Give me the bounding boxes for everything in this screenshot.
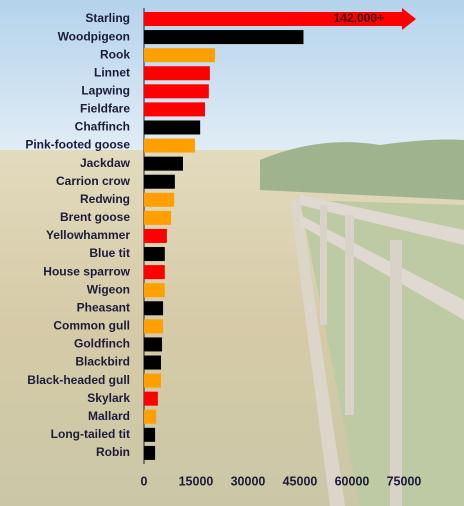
bar	[144, 84, 209, 99]
category-label: Blackbird	[75, 355, 130, 369]
category-label: Robin	[96, 445, 130, 459]
bar	[144, 66, 210, 81]
category-label: Goldfinch	[74, 337, 130, 351]
bar	[144, 192, 175, 207]
bar	[144, 102, 206, 117]
x-tick-label: 15000	[179, 474, 214, 488]
bar	[144, 12, 402, 26]
category-label: Yellowhammer	[46, 228, 130, 242]
bar	[144, 409, 157, 424]
x-tick-label: 75000	[387, 474, 422, 488]
bar	[144, 138, 195, 153]
bar	[144, 373, 161, 388]
bar	[144, 427, 156, 442]
category-label: Woodpigeon	[58, 29, 130, 43]
bar	[144, 283, 165, 298]
bar	[144, 30, 304, 45]
category-label: Redwing	[80, 192, 130, 206]
category-label: Black-headed gull	[27, 373, 130, 387]
bar	[144, 120, 201, 135]
category-label: Fieldfare	[80, 102, 130, 116]
category-label: Blue tit	[89, 246, 130, 260]
bar	[144, 156, 183, 171]
bar	[144, 265, 165, 280]
category-label: Pink-footed goose	[25, 138, 130, 152]
category-label: Mallard	[88, 409, 130, 423]
bar	[144, 247, 165, 262]
category-label: Linnet	[94, 65, 130, 79]
category-label: Jackdaw	[80, 156, 131, 170]
bar	[144, 228, 167, 243]
overflow-arrowhead	[402, 8, 416, 30]
x-tick-label: 0	[141, 474, 148, 488]
category-label: Rook	[100, 47, 130, 61]
category-label: Skylark	[87, 391, 130, 405]
bar	[144, 210, 172, 225]
category-label: Pheasant	[77, 300, 130, 314]
bar	[144, 174, 175, 189]
category-label: Common gull	[53, 319, 130, 333]
x-tick-label: 45000	[283, 474, 318, 488]
category-label: Lapwing	[81, 83, 130, 97]
bar	[144, 337, 163, 352]
x-tick-label: 60000	[335, 474, 370, 488]
bar	[144, 355, 161, 370]
value-label: 142,000+	[334, 11, 384, 25]
category-label: Chaffinch	[75, 120, 130, 134]
category-label: Brent goose	[60, 210, 130, 224]
category-label: Long-tailed tit	[51, 427, 130, 441]
bar	[144, 391, 158, 406]
category-label: House sparrow	[43, 264, 130, 278]
category-label: Carrion crow	[56, 174, 131, 188]
bar	[144, 319, 164, 334]
category-label: Wigeon	[87, 282, 130, 296]
category-label: Starling	[85, 11, 130, 25]
bar	[144, 445, 156, 460]
bar	[144, 48, 216, 63]
bar	[144, 301, 164, 316]
x-tick-label: 30000	[231, 474, 266, 488]
